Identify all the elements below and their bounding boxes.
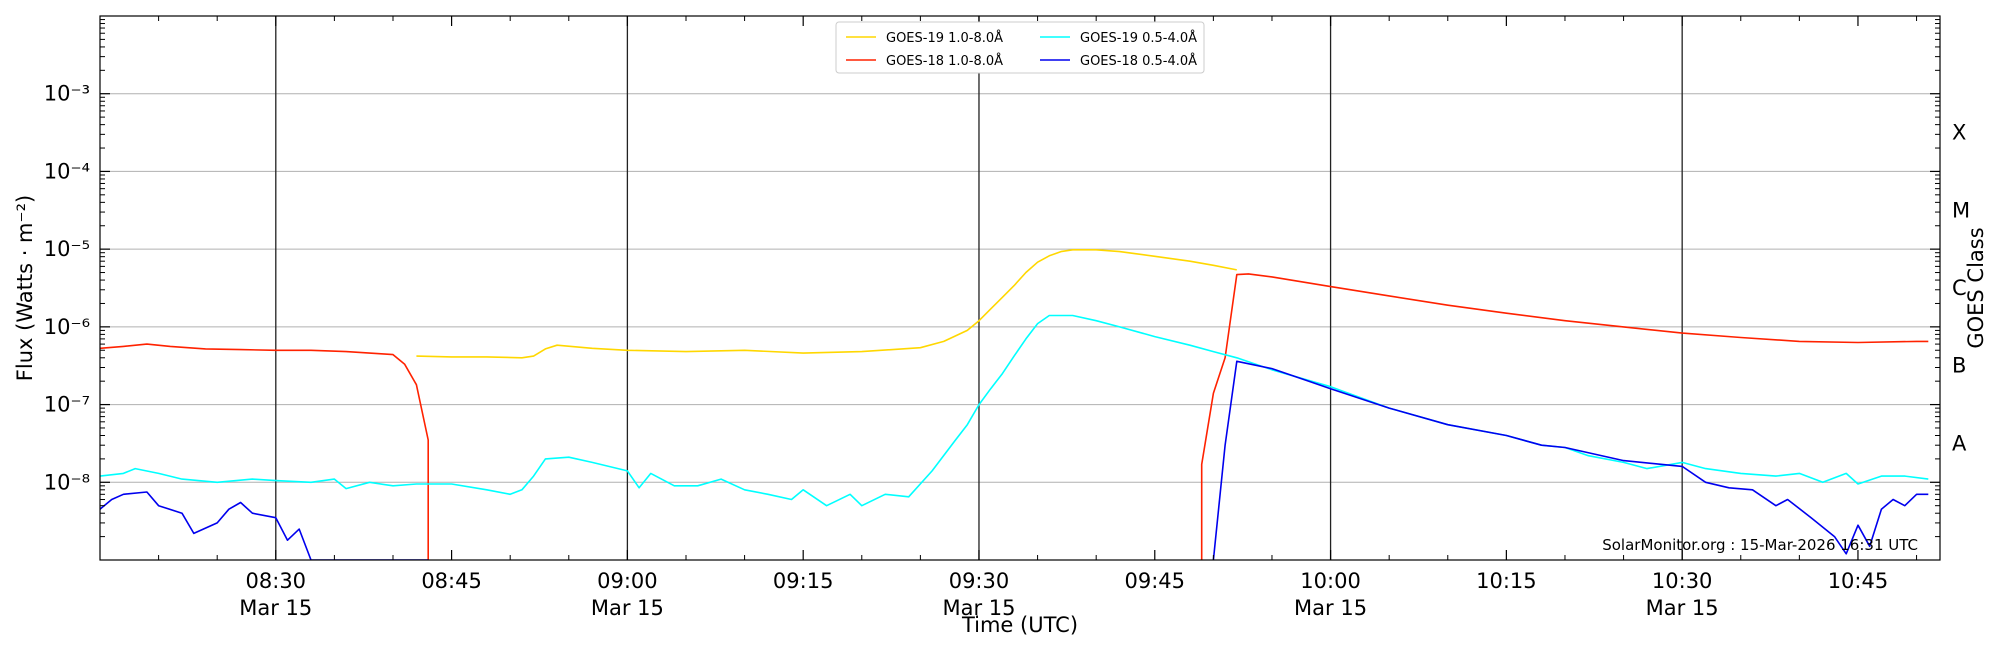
y-tick-labels: 10⁻⁸ 10⁻⁷ 10⁻⁶ 10⁻⁵ 10⁻⁴ 10⁻³ xyxy=(44,82,90,495)
x-tick-label: 09:45 xyxy=(1125,569,1186,593)
x-tick-label: 09:00 xyxy=(597,569,658,593)
goes-class-label: C xyxy=(1952,276,1967,300)
series-line-2 xyxy=(100,314,1929,507)
credit-text: SolarMonitor.org : 15-Mar-2026 16:31 UTC xyxy=(1602,536,1918,554)
x-tick-label: 10:00 xyxy=(1300,569,1361,593)
x-tick-label: 09:15 xyxy=(773,569,834,593)
legend-label-2: GOES-19 0.5-4.0Å xyxy=(1080,30,1197,46)
x-tick-label: 08:30 xyxy=(246,569,307,593)
goes-class-labels: A B C M X xyxy=(1952,121,1970,456)
y-tick-label: 10⁻⁶ xyxy=(44,315,90,339)
x-tick-date-label: Mar 15 xyxy=(591,596,664,620)
y-tick-label: 10⁻⁴ xyxy=(44,159,90,183)
goes-class-label: B xyxy=(1952,354,1966,378)
series-line-1 xyxy=(100,273,1929,560)
legend-label-1: GOES-18 1.0-8.0Å xyxy=(886,53,1003,69)
legend: GOES-19 1.0-8.0Å GOES-18 1.0-8.0Å GOES-19 … xyxy=(835,21,1205,74)
x-tick-label: 10:15 xyxy=(1476,569,1537,593)
y-axis-title: Flux (Watts · m⁻²) xyxy=(13,195,37,381)
grid-lines xyxy=(100,16,1940,560)
x-tick-date-label: Mar 15 xyxy=(942,596,1015,620)
y-tick-label: 10⁻⁸ xyxy=(44,470,90,494)
x-tick-label: 09:30 xyxy=(949,569,1010,593)
series-lines xyxy=(100,249,1929,560)
y-tick-label: 10⁻³ xyxy=(44,82,90,106)
goes-class-label: A xyxy=(1952,431,1967,455)
x-tick-label: 08:45 xyxy=(421,569,482,593)
legend-box xyxy=(835,21,1205,74)
legend-label-0: GOES-19 1.0-8.0Å xyxy=(886,30,1003,46)
series-clip-group xyxy=(100,249,1929,560)
x-axis-title: Time (UTC) xyxy=(961,613,1078,637)
x-tick-date-label: Mar 15 xyxy=(239,596,312,620)
y-tick-label: 10⁻⁷ xyxy=(44,393,90,417)
y-tick-label: 10⁻⁵ xyxy=(44,237,90,261)
x-tick-label: 10:30 xyxy=(1652,569,1713,593)
plot-frame xyxy=(99,15,1941,561)
legend-label-3: GOES-18 0.5-4.0Å xyxy=(1080,53,1197,69)
x-tick-date-label: Mar 15 xyxy=(1294,596,1367,620)
goes-class-axis-title: GOES Class xyxy=(1964,227,1988,348)
axis-ticks xyxy=(100,16,1940,560)
series-line-3 xyxy=(100,360,1929,560)
x-tick-label: 10:45 xyxy=(1828,569,1889,593)
goes-class-label: X xyxy=(1952,121,1966,145)
x-tick-labels: 08:30 Mar 15 08:45 09:00 Mar 15 09:15 09:30 Mar… xyxy=(239,569,1888,620)
x-tick-date-label: Mar 15 xyxy=(1646,596,1719,620)
goes-class-label: M xyxy=(1952,198,1970,222)
series-line-0 xyxy=(416,249,1237,359)
